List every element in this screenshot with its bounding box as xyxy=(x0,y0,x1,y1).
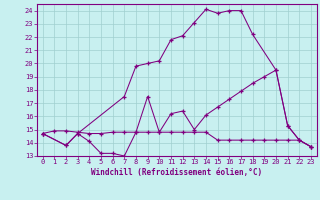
X-axis label: Windchill (Refroidissement éolien,°C): Windchill (Refroidissement éolien,°C) xyxy=(91,168,262,177)
